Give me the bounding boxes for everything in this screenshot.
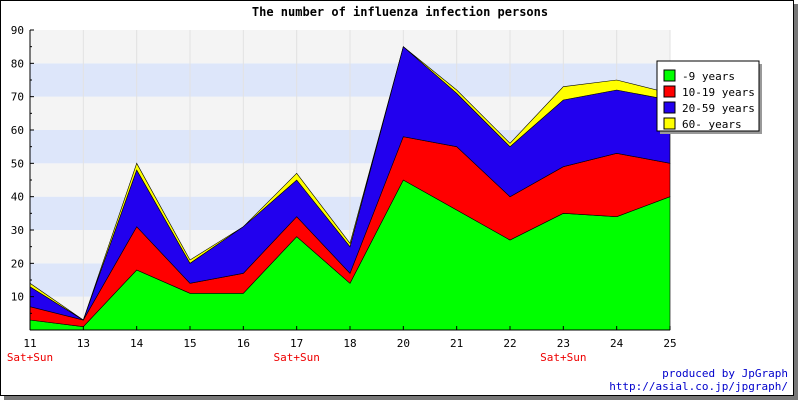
x-tick-label: 11 <box>23 337 36 350</box>
x-tick-sublabel: Sat+Sun <box>7 351 53 364</box>
legend-swatch <box>663 101 676 114</box>
legend-swatch <box>663 69 676 82</box>
x-tick-label: 13 <box>77 337 90 350</box>
x-tick-label: 21 <box>450 337 463 350</box>
x-tick-label: 16 <box>237 337 250 350</box>
legend-label: 20-59 years <box>682 102 755 115</box>
y-tick-label: 50 <box>11 157 24 170</box>
x-tick-label: 22 <box>503 337 516 350</box>
y-tick-label: 30 <box>11 224 24 237</box>
credit-url-link[interactable]: http://asial.co.jp/jpgraph/ <box>609 380 788 393</box>
x-tick-label: 14 <box>130 337 144 350</box>
legend-swatch <box>663 117 676 130</box>
legend-swatch <box>663 85 676 98</box>
y-tick-label: 70 <box>11 91 24 104</box>
y-tick-label: 90 <box>11 24 24 37</box>
y-tick-label: 40 <box>11 191 24 204</box>
legend: -9 years 10-19 years 20-59 years 60- years <box>656 60 762 134</box>
x-tick-label: 17 <box>290 337 303 350</box>
x-tick-sublabel: Sat+Sun <box>273 351 319 364</box>
x-tick-label: 20 <box>397 337 410 350</box>
x-tick-sublabel: Sat+Sun <box>540 351 586 364</box>
x-tick-label: 23 <box>557 337 570 350</box>
x-tick-label: 18 <box>343 337 356 350</box>
legend-label: -9 years <box>682 70 735 83</box>
credit-produced-by: produced by JpGraph <box>662 367 788 380</box>
legend-label: 60- years <box>682 118 742 131</box>
y-axis-ticks: 10 20 30 40 50 60 70 80 90 <box>11 24 34 314</box>
y-tick-label: 20 <box>11 257 24 270</box>
chart-title: The number of influenza infection person… <box>252 5 548 19</box>
y-tick-label: 60 <box>11 124 24 137</box>
x-tick-label: 15 <box>183 337 196 350</box>
y-tick-label: 10 <box>11 291 24 304</box>
x-tick-label: 24 <box>610 337 624 350</box>
x-tick-label: 25 <box>663 337 676 350</box>
y-tick-label: 80 <box>11 57 24 70</box>
legend-label: 10-19 years <box>682 86 755 99</box>
